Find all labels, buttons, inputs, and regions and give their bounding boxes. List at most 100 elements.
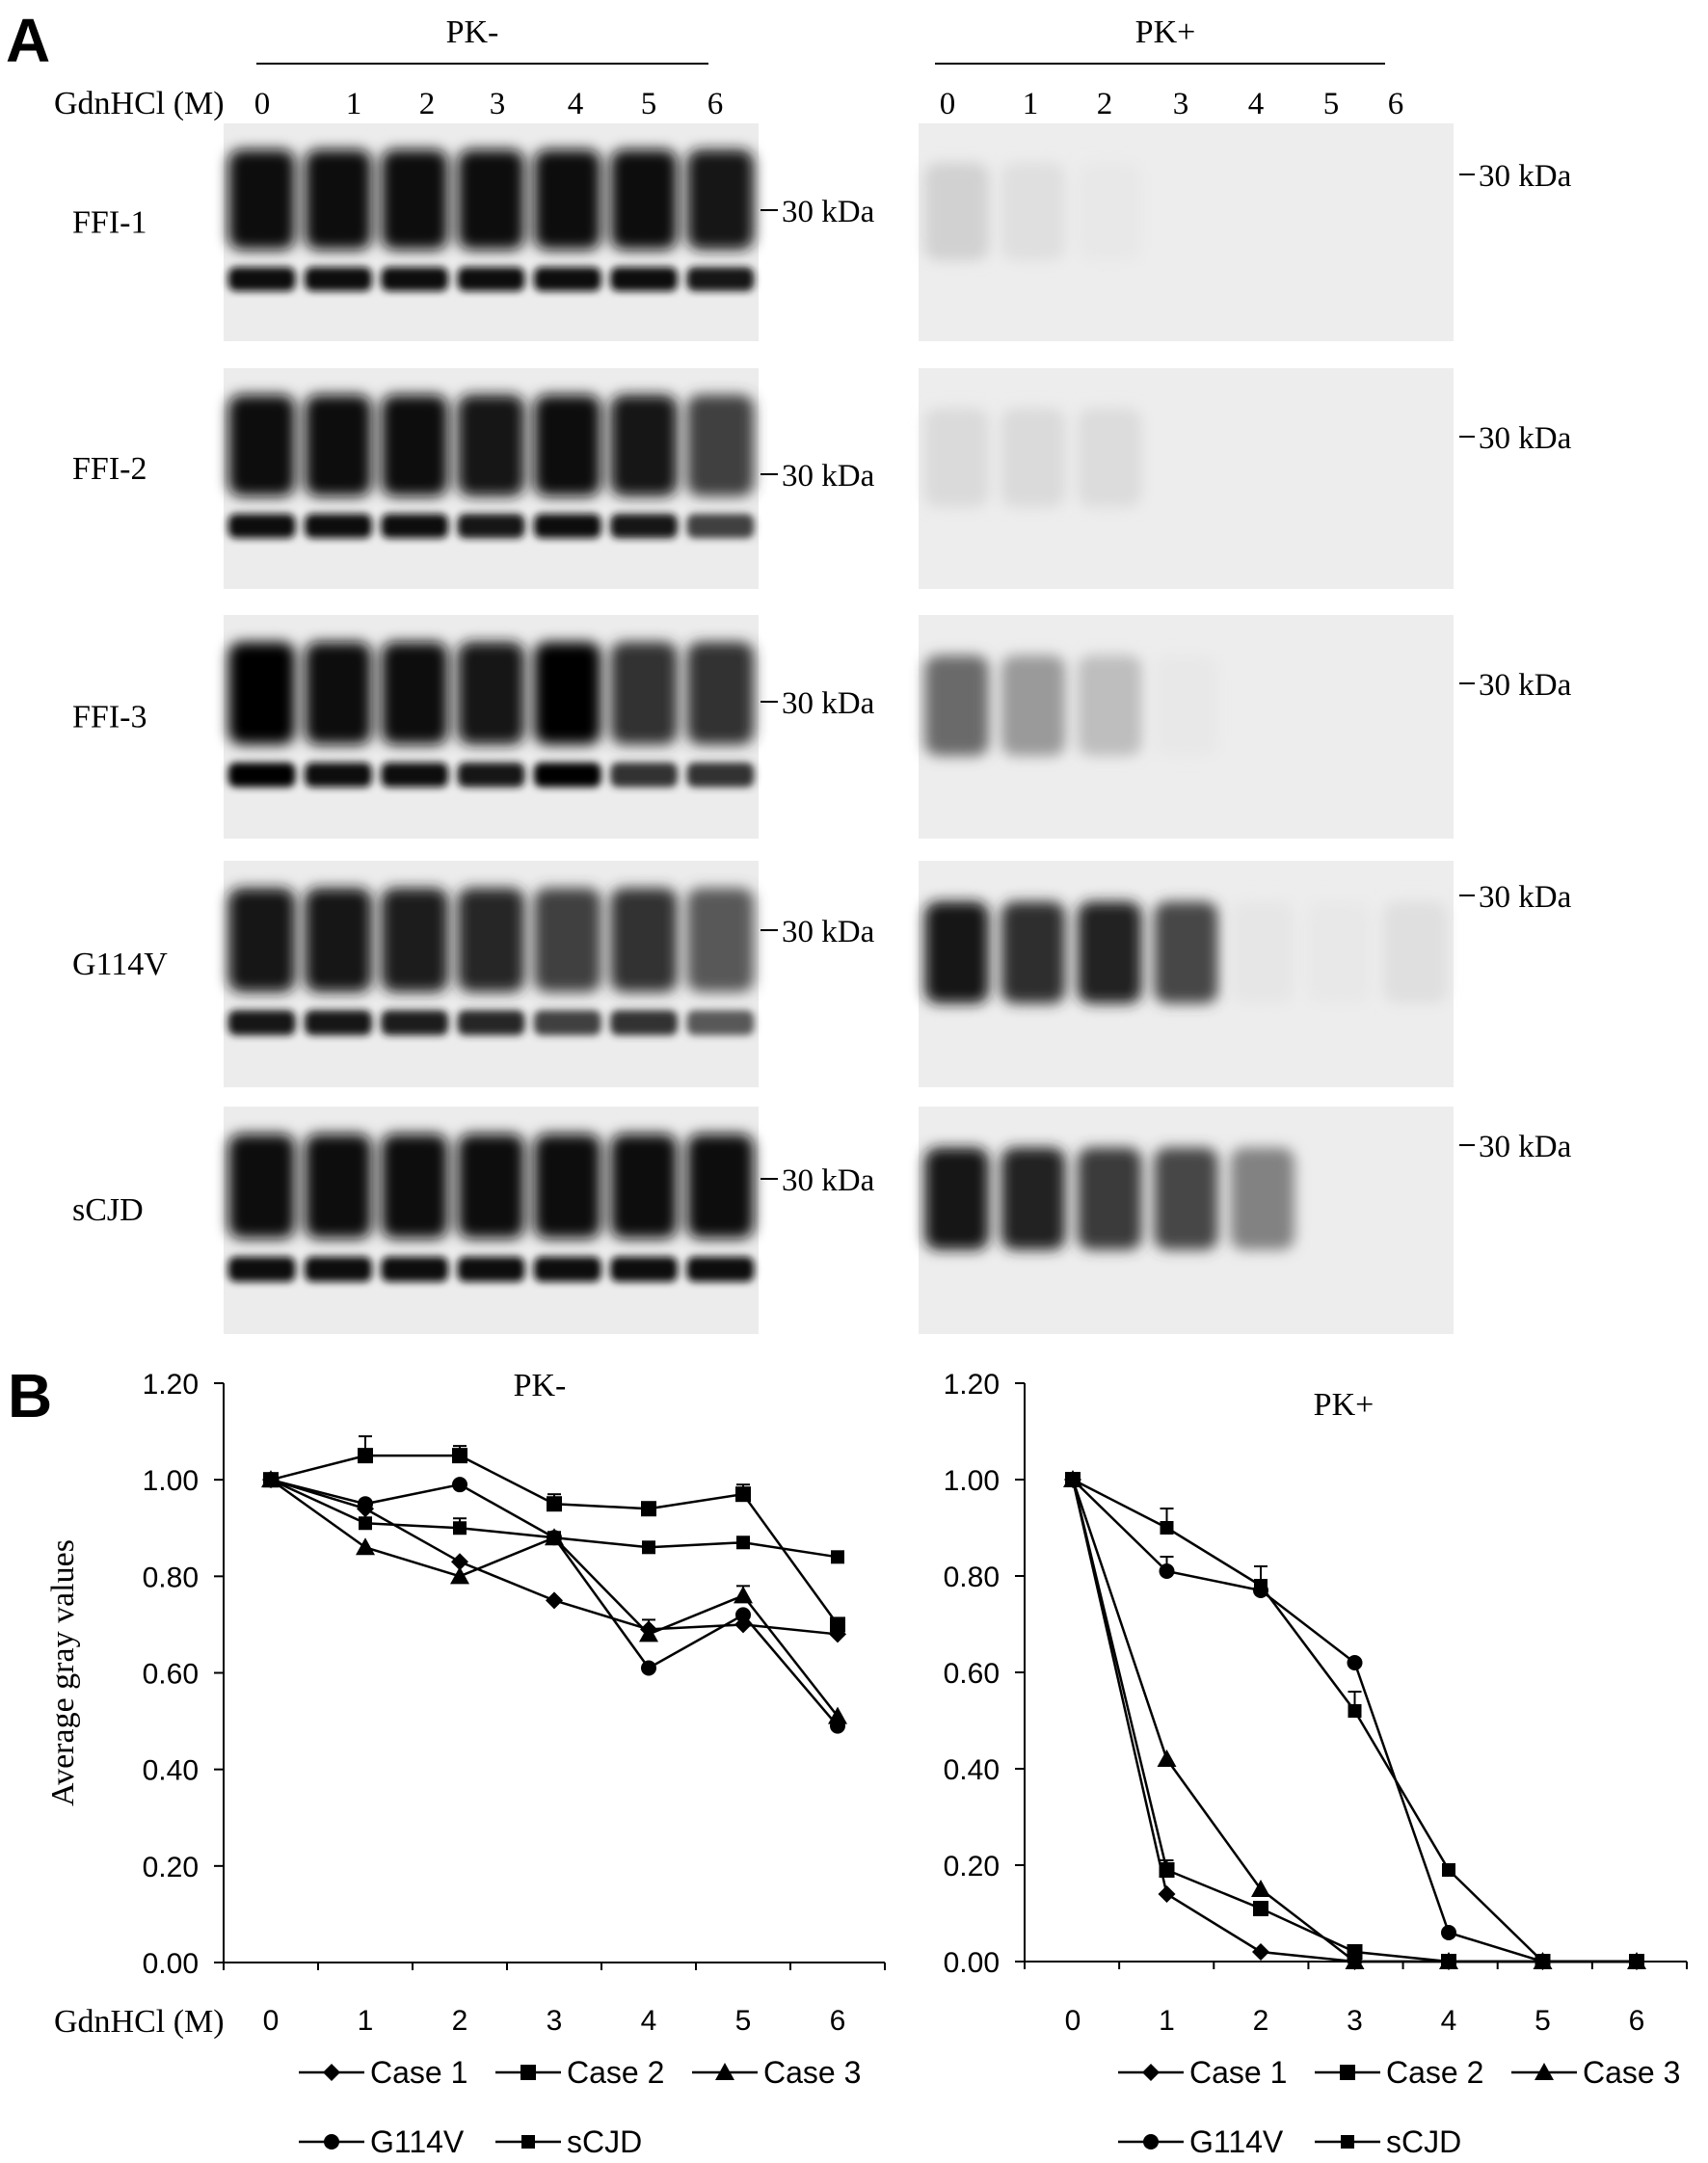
band-lower	[381, 1010, 449, 1035]
data-point	[1066, 1473, 1080, 1486]
band-lower	[381, 514, 449, 539]
legend-label: sCJD	[1386, 2124, 1461, 2159]
data-point	[546, 1591, 563, 1610]
data-point	[1254, 1579, 1268, 1592]
legend-item: Case 3	[692, 2055, 861, 2090]
data-point	[639, 1624, 658, 1642]
data-point	[735, 1607, 751, 1623]
band-main	[1077, 1147, 1142, 1250]
band-main	[227, 641, 296, 745]
membrane-pk-minus	[224, 1107, 759, 1334]
pk-minus-header: PK-	[446, 14, 499, 50]
series-line	[1072, 1478, 1637, 1963]
band-main	[1001, 1147, 1066, 1250]
band-main	[610, 394, 678, 496]
band-main	[610, 149, 678, 251]
data-point	[1630, 1955, 1643, 1968]
blot-rows: FFI-1 30 kDa 30 kDa FFI-2 30 kDa 30 kDa FFI-3 3…	[72, 123, 1572, 1334]
data-point	[1345, 1952, 1365, 1969]
data-point	[1158, 1885, 1176, 1903]
series-case-2	[1065, 1472, 1644, 1969]
marker-label: 30 kDa	[782, 459, 875, 494]
lane-labels: 0 0 1 1 2 2 3 3 4 4 5 5 6 6	[254, 87, 1404, 121]
band-main	[1230, 1147, 1295, 1250]
series-line	[1072, 1479, 1637, 1963]
marker-label: 30 kDa	[1479, 1130, 1572, 1164]
data-point	[358, 1448, 373, 1464]
x-tick-label: 6	[1629, 2005, 1645, 2037]
data-point	[1535, 2063, 1554, 2080]
band-lower	[305, 1010, 372, 1035]
legend: Case 1 Case 2 Case 3 G114V sCJD	[1118, 2055, 1680, 2159]
legend-label: Case 1	[1189, 2055, 1287, 2090]
lane-label-pk-minus-5: 5	[641, 87, 657, 121]
x-tick-label: 0	[263, 2005, 280, 2037]
series-line	[270, 1479, 839, 1559]
band-main	[610, 641, 678, 745]
x-tick-label: 3	[547, 2005, 563, 2037]
blot-row-ffi-2: FFI-2 30 kDa 30 kDa	[72, 368, 1572, 589]
membrane-pk-plus	[919, 368, 1454, 589]
lane-label-pk-minus-0: 0	[254, 87, 271, 121]
band-lower	[686, 1256, 755, 1282]
data-point	[734, 1586, 753, 1604]
data-point	[450, 1566, 469, 1585]
band-lower	[305, 762, 372, 788]
data-point	[356, 1537, 375, 1556]
membrane-background	[919, 123, 1454, 341]
data-point	[1253, 1901, 1268, 1916]
legend-label: G114V	[1189, 2124, 1284, 2159]
band-main	[610, 1134, 678, 1239]
band-main	[533, 149, 601, 251]
band-lower	[227, 762, 296, 788]
series-case-1	[1064, 1471, 1645, 1970]
data-point	[1159, 1563, 1175, 1579]
lane-label-pk-plus-1: 1	[1023, 87, 1039, 121]
lane-label-pk-plus-0: 0	[940, 87, 956, 121]
legend-item: G114V	[1118, 2124, 1284, 2159]
membrane-pk-plus	[919, 123, 1454, 341]
band-main	[610, 888, 678, 993]
band-main	[1077, 654, 1142, 757]
panel-a-label: A	[6, 6, 50, 75]
marker-label: 30 kDa	[1479, 668, 1572, 703]
legend-label: Case 1	[370, 2055, 467, 2090]
lane-label-pk-plus-3: 3	[1173, 87, 1189, 121]
band-main	[1154, 901, 1218, 1004]
band-lower	[686, 1010, 755, 1035]
y-axis-title: Average gray values	[45, 1539, 81, 1806]
x-tick-label: 5	[735, 2005, 752, 2037]
lane-label-pk-plus-2: 2	[1097, 87, 1113, 121]
marker-label: 30 kDa	[782, 195, 875, 229]
gdnhcl-label-blots: GdnHCl (M)	[54, 86, 225, 121]
band-lower	[227, 1010, 296, 1035]
x-tick-label: 6	[830, 2005, 846, 2037]
band-main	[1001, 408, 1066, 508]
x-tick-label: 5	[1535, 2005, 1551, 2037]
marker-label: 30 kDa	[782, 1163, 875, 1198]
band-lower	[533, 1256, 601, 1282]
data-point	[323, 2064, 340, 2081]
legend-item: Case 2	[1315, 2055, 1483, 2090]
x-tick-label: 3	[1347, 2005, 1363, 2037]
legend: Case 1 Case 2 Case 3 G114V sCJD	[299, 2055, 861, 2159]
band-main	[227, 394, 296, 496]
marker-label: 30 kDa	[1479, 159, 1572, 194]
blot-row-ffi-3: FFI-3 30 kDa 30 kDa	[72, 615, 1572, 839]
data-point	[1159, 1862, 1175, 1878]
marker-label: 30 kDa	[1479, 421, 1572, 456]
band-lower	[457, 762, 525, 788]
blot-row-label: FFI-1	[72, 205, 147, 241]
band-lower	[686, 514, 755, 539]
data-point	[358, 1496, 373, 1512]
y-tick-label: 1.00	[143, 1465, 199, 1497]
blot-row-label: FFI-3	[72, 699, 147, 734]
data-point	[1441, 1925, 1456, 1940]
data-point	[1157, 1749, 1177, 1767]
band-lower	[227, 267, 296, 292]
lane-label-pk-minus-6: 6	[707, 87, 724, 121]
band-main	[533, 394, 601, 496]
x-tick-label: 4	[1441, 2005, 1457, 2037]
x-axis-title: GdnHCl (M)	[54, 2004, 225, 2040]
series-g114v	[1065, 1472, 1644, 1969]
